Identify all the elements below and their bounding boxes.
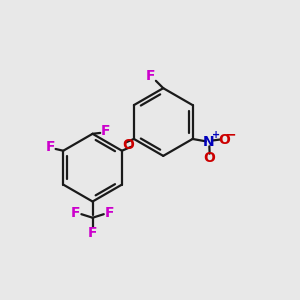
Text: F: F — [71, 206, 80, 220]
Text: N: N — [203, 135, 214, 149]
Text: O: O — [122, 138, 134, 152]
Text: F: F — [46, 140, 55, 154]
Text: +: + — [212, 130, 220, 140]
Text: F: F — [146, 68, 155, 83]
Text: O: O — [204, 151, 216, 165]
Text: F: F — [105, 206, 114, 220]
Text: F: F — [100, 124, 110, 138]
Text: F: F — [88, 226, 97, 240]
Text: O: O — [218, 133, 230, 146]
Text: −: − — [225, 127, 236, 141]
